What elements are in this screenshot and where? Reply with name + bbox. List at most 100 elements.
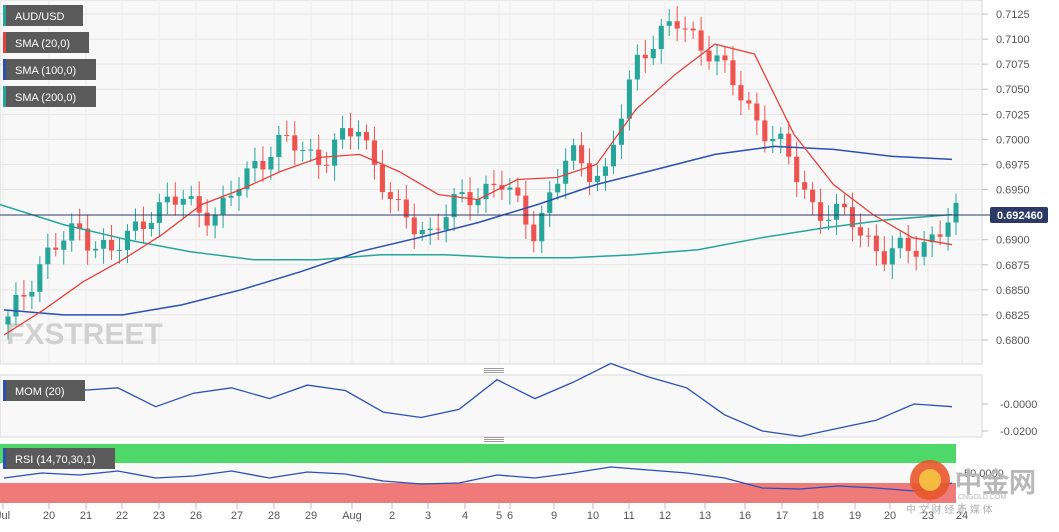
candle-body xyxy=(475,199,481,206)
candle-body xyxy=(515,187,521,196)
candle-body xyxy=(587,163,593,182)
time-tick-label: 29 xyxy=(305,510,317,522)
candle-body xyxy=(379,164,385,193)
legend-sma100[interactable]: SMA (100,0) xyxy=(3,59,96,80)
candle-body xyxy=(754,103,760,121)
candle-body xyxy=(770,139,776,142)
panel-splitter-2[interactable] xyxy=(484,437,504,442)
candle-body xyxy=(148,222,154,230)
legend-sma20[interactable]: SMA (20,0) xyxy=(3,32,89,53)
time-tick-label: 5 xyxy=(496,510,502,522)
candle-body xyxy=(228,195,234,198)
candle-body xyxy=(507,187,513,190)
candle-body xyxy=(53,247,59,250)
candle-body xyxy=(61,240,67,250)
last-price-tag: 0.692460 xyxy=(990,207,1048,223)
time-tick-label: 26 xyxy=(190,510,202,522)
candle-body xyxy=(579,145,585,164)
candle-body xyxy=(563,160,569,184)
candle-body xyxy=(204,212,210,226)
mom-panel xyxy=(0,374,983,438)
legend-sma100-label: SMA (100,0) xyxy=(15,65,76,77)
candle-body xyxy=(340,128,346,140)
time-tick-label: 20 xyxy=(43,510,55,522)
sma20-line xyxy=(3,43,953,336)
legend-rsi-label: RSI (14,70,30,1) xyxy=(15,454,96,466)
legend-rsi[interactable]: RSI (14,70,30,1) xyxy=(3,448,115,469)
candle-body xyxy=(188,196,194,199)
cngold-url-text: CNGOLD.COM xyxy=(958,494,1006,501)
candle-body xyxy=(897,237,903,249)
candle-body xyxy=(180,198,186,205)
rsi-axis: 50.0000 xyxy=(956,468,1004,480)
candle-body xyxy=(252,161,258,169)
candle-body xyxy=(841,203,848,208)
candle-body xyxy=(610,144,616,167)
candle-body xyxy=(706,50,712,62)
candle-body xyxy=(889,248,895,265)
price-tick-label: 0.7100 xyxy=(996,34,1030,46)
candle-body xyxy=(69,223,75,241)
time-tick-label: 12 xyxy=(659,510,671,522)
cngold-tagline-text: 中 文 财 经 新 媒 体 xyxy=(906,503,993,516)
time-tick-label: 6 xyxy=(507,510,513,522)
candle-body xyxy=(762,120,768,142)
candles xyxy=(5,6,959,340)
mom-line xyxy=(3,362,953,438)
candle-body xyxy=(292,135,298,151)
candle-body xyxy=(363,131,370,141)
candle-body xyxy=(5,316,11,325)
candle-body xyxy=(308,149,314,151)
candle-body xyxy=(905,237,911,251)
time-tick-label: 2 xyxy=(389,510,395,522)
candle-body xyxy=(594,175,601,182)
candle-body xyxy=(140,221,146,230)
candle-body xyxy=(937,234,943,237)
time-tick-label: 27 xyxy=(231,510,243,522)
candle-body xyxy=(109,239,115,251)
candle-body xyxy=(403,199,409,218)
candle-body xyxy=(730,60,736,86)
candle-body xyxy=(156,202,162,223)
candle-body xyxy=(101,239,107,249)
last-price-value: 0.692460 xyxy=(997,210,1043,222)
time-tick-label: 10 xyxy=(587,510,599,522)
price-tick-label: 0.7025 xyxy=(996,109,1030,121)
candle-body xyxy=(849,207,855,228)
candle-body xyxy=(650,49,656,59)
candle-body xyxy=(523,195,529,225)
candle-body xyxy=(116,249,123,251)
candle-body xyxy=(411,217,417,235)
panel-splitter-1[interactable] xyxy=(484,368,504,373)
time-tick-label: 19 xyxy=(849,510,861,522)
time-tick-label: 18 xyxy=(812,510,824,522)
candle-body xyxy=(260,161,266,170)
candle-body xyxy=(810,189,816,203)
candle-body xyxy=(483,183,489,200)
candle-body xyxy=(818,202,824,221)
candle-body xyxy=(85,228,91,251)
candle-body xyxy=(355,131,362,137)
price-tick-label: 0.6975 xyxy=(996,159,1030,171)
candle-body xyxy=(929,234,935,243)
time-tick-label: Aug xyxy=(342,510,362,522)
legend-mom[interactable]: MOM (20) xyxy=(3,380,85,401)
price-axis: 0.7125 0.7100 0.7075 0.7050 0.7025 0.7000 0.69… xyxy=(982,9,1030,347)
candle-body xyxy=(618,118,624,145)
candle-body xyxy=(786,133,792,157)
legend-aud-usd[interactable]: AUD/USD xyxy=(3,5,83,26)
candle-body xyxy=(427,228,433,231)
time-tick-label: 9 xyxy=(551,510,557,522)
price-tick-label: 0.7075 xyxy=(996,59,1030,71)
price-tick-label: 0.7125 xyxy=(996,9,1030,21)
candle-body xyxy=(921,242,927,257)
time-tick-label: 28 xyxy=(268,510,280,522)
time-tick-label: 11 xyxy=(623,510,634,522)
candle-body xyxy=(778,133,784,140)
candle-body xyxy=(371,140,377,165)
candle-body xyxy=(602,166,609,176)
candle-body xyxy=(300,150,306,152)
legend-sma200[interactable]: SMA (200,0) xyxy=(3,86,96,107)
